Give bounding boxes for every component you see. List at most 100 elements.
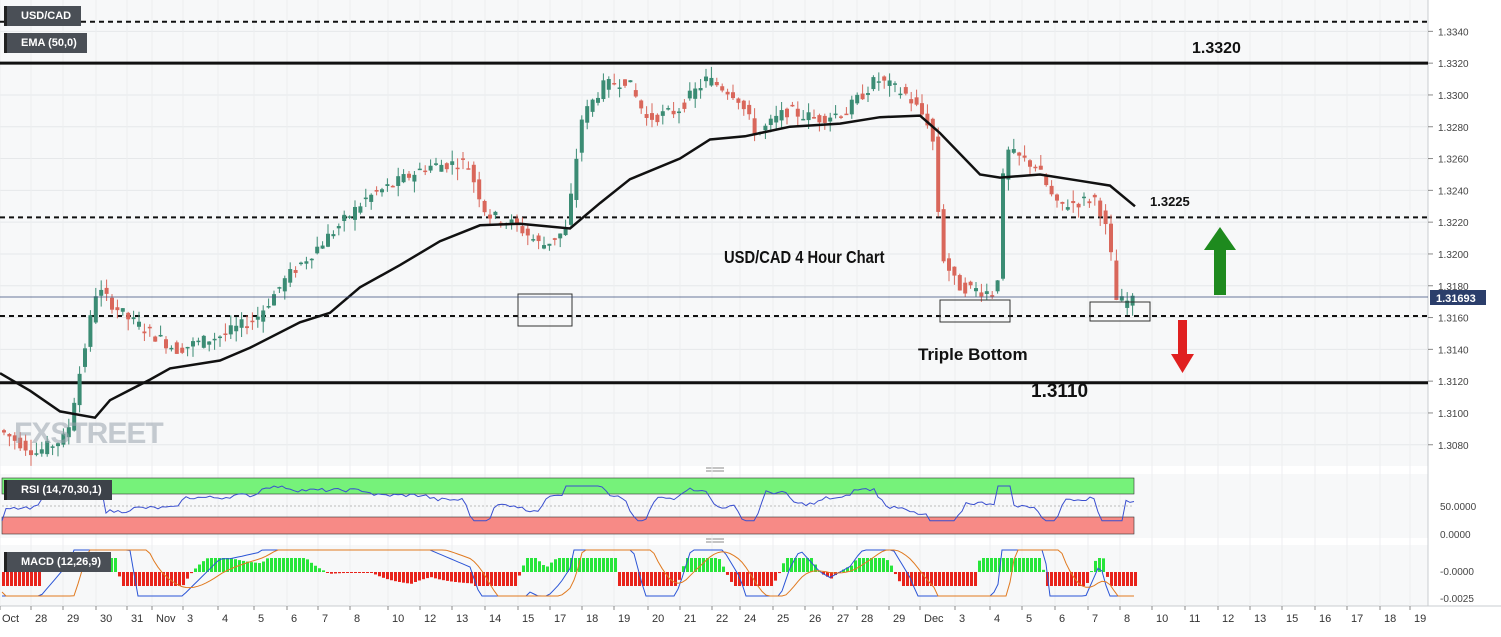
macd-histogram-bar (862, 558, 865, 572)
candle-body (347, 216, 352, 218)
y-tick-label: 1.3300 (1438, 91, 1469, 102)
candle-body (628, 80, 633, 83)
candle-body (212, 338, 217, 341)
x-tick-label: 7 (1092, 613, 1098, 625)
macd-histogram-bar (982, 558, 985, 572)
candle-body (563, 228, 568, 236)
macd-histogram-bar (406, 572, 409, 584)
candle-body (1125, 300, 1130, 308)
candle-body (191, 341, 195, 347)
macd-histogram-bar (222, 558, 225, 572)
candle-body (520, 226, 525, 234)
candle-body (277, 287, 282, 289)
x-tick-label: 22 (716, 613, 728, 625)
macd-histogram-bar (338, 572, 341, 574)
x-tick-label: 16 (1319, 613, 1331, 625)
candle-body (363, 197, 368, 200)
macd-histogram-bar (742, 572, 745, 586)
macd-histogram-bar (866, 558, 869, 572)
macd-histogram-bar (690, 558, 693, 572)
bottom-box-2 (939, 299, 1011, 323)
x-tick-label: 14 (489, 613, 501, 625)
macd-histogram-bar (210, 558, 213, 572)
candle-body (99, 289, 104, 296)
macd-histogram-bar (430, 572, 433, 578)
macd-histogram-bar (622, 572, 625, 586)
macd-histogram-bar (918, 572, 921, 586)
macd-histogram-bar (314, 565, 317, 572)
panel-splitter[interactable] (706, 467, 724, 543)
macd-histogram-bar (1022, 558, 1025, 572)
candle-body (1055, 194, 1059, 201)
candle-body (1001, 173, 1005, 279)
candle-body (169, 347, 174, 350)
candle-body (822, 115, 827, 123)
candle-body (488, 214, 492, 219)
macd-histogram-bar (582, 558, 585, 572)
y-tick-label: 1.3240 (1438, 186, 1469, 197)
macd-histogram-bar (534, 558, 537, 572)
y-tick-label: 1.3200 (1438, 250, 1469, 261)
candle-body (957, 275, 962, 291)
candle-body (812, 117, 816, 119)
macd-histogram-bar (694, 558, 697, 572)
candle-body (174, 342, 179, 354)
candle-body (1071, 201, 1076, 204)
macd-badge[interactable]: MACD (12,26,9) (4, 552, 112, 572)
macd-histogram-bar (646, 572, 649, 586)
macd-histogram-bar (1090, 571, 1093, 573)
candle-body (741, 100, 746, 110)
candle-body (1033, 166, 1038, 169)
candle-body (164, 339, 168, 349)
macd-histogram-bar (774, 572, 777, 581)
macd-histogram-bar (134, 572, 137, 586)
candle-body (747, 104, 752, 115)
candle-body (245, 326, 249, 329)
macd-histogram-bar (266, 558, 269, 572)
candle-body (1092, 194, 1097, 198)
candle-body (785, 108, 789, 118)
macd-histogram-bar (2, 572, 5, 586)
x-tick-label: 18 (1384, 613, 1396, 625)
candle-body (293, 270, 298, 273)
y-tick-label: 1.3100 (1438, 409, 1469, 420)
x-tick-label: 6 (1059, 613, 1065, 625)
candle-body (228, 325, 233, 335)
candle-body (223, 333, 228, 335)
macd-histogram-bar (718, 559, 721, 572)
macd-histogram-bar (934, 572, 937, 586)
candle-body (126, 312, 131, 320)
candle-body (56, 443, 60, 447)
macd-histogram-bar (130, 572, 133, 586)
macd-histogram-bar (1014, 558, 1017, 572)
macd-histogram-bar (1122, 572, 1125, 586)
candle-body (693, 88, 698, 99)
macd-histogram-bar (154, 572, 157, 586)
macd-histogram-bar (226, 558, 229, 572)
macd-histogram-bar (746, 572, 749, 586)
candle-body (137, 321, 141, 327)
x-tick-label: 30 (100, 613, 112, 625)
macd-histogram-bar (1082, 572, 1085, 586)
macd-histogram-bar (490, 572, 493, 586)
macd-histogram-bar (254, 562, 257, 572)
candle-body (390, 185, 395, 188)
candle-body (752, 118, 757, 136)
candle-body (698, 88, 703, 91)
macd-histogram-bar (290, 558, 293, 572)
x-tick-label: 10 (392, 613, 404, 625)
candle-body (1060, 201, 1065, 204)
symbol-badge[interactable]: USD/CAD (4, 6, 82, 26)
candle-body (18, 437, 23, 449)
macd-histogram-bar (362, 572, 365, 573)
candle-body (207, 341, 212, 345)
candle-body (952, 266, 957, 276)
rsi-badge[interactable]: RSI (14,70,30,1) (4, 480, 112, 500)
macd-histogram-bar (122, 572, 125, 586)
candle-body (309, 258, 314, 261)
macd-tick-label: -0.0025 (1440, 594, 1474, 605)
macd-histogram-bar (30, 572, 33, 586)
x-tick-label: 28 (35, 613, 47, 625)
macd-histogram-bar (606, 558, 609, 572)
ema-badge[interactable]: EMA (50,0) (4, 33, 87, 53)
